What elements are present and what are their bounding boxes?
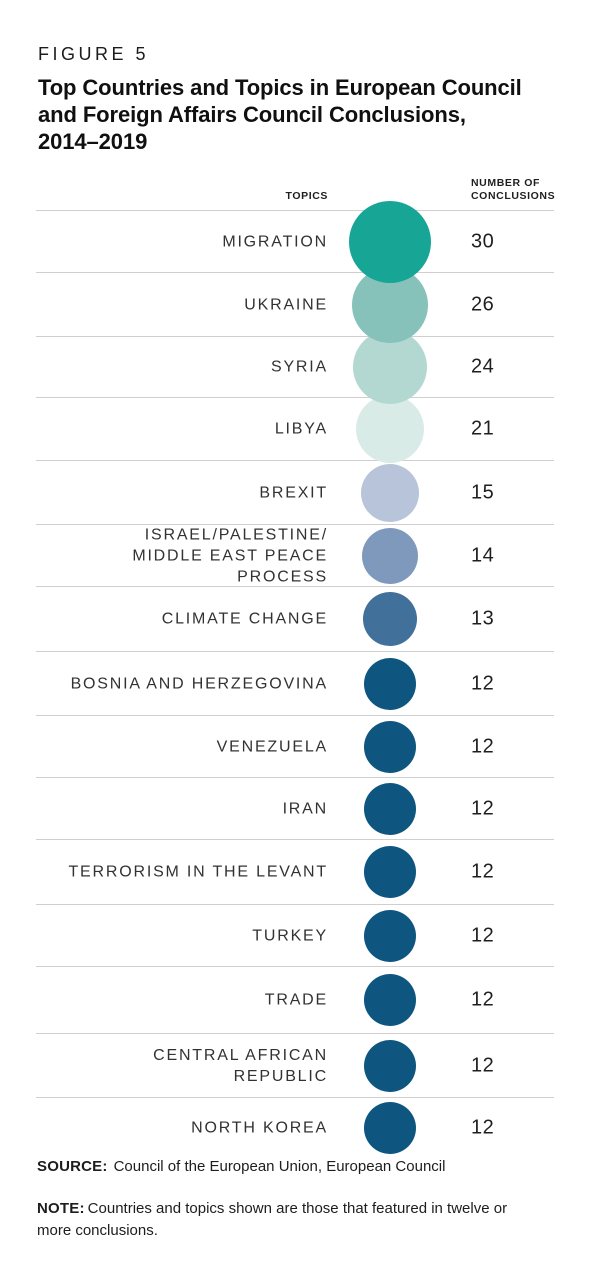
topic-label: TRADE — [264, 991, 328, 1009]
value-bubble — [364, 974, 416, 1026]
topic-label: NORTH KOREA — [191, 1119, 328, 1137]
source-line: SOURCE: Council of the European Union, Eu… — [37, 1156, 549, 1178]
topic-label: MIGRATION — [222, 233, 328, 250]
value-label: 21 — [471, 417, 495, 440]
source-label: SOURCE: — [37, 1158, 108, 1175]
value-bubble — [364, 1039, 416, 1092]
value-label: 12 — [471, 1054, 495, 1076]
note-text: Countries and topics shown are those tha… — [37, 1200, 508, 1239]
chart-row: TERRORISM IN THE LEVANT 12 — [36, 840, 554, 905]
note-line: NOTE: Countries and topics shown are thos… — [37, 1198, 539, 1242]
value-label: 14 — [471, 544, 495, 566]
topic-label: TERRORISM IN THE LEVANT — [68, 863, 328, 881]
chart-rows: MIGRATION 30 UKRAINE 26 SYRIA 24 LIBYA 21 BREXIT… — [36, 200, 554, 1158]
topic-label: IRAN — [282, 800, 328, 817]
topic-label: BREXIT — [259, 484, 328, 501]
topic-label: LIBYA — [274, 420, 328, 438]
source-text: Council of the European Union, European … — [113, 1158, 446, 1175]
topic-label: VENEZUELA — [216, 738, 328, 755]
value-bubble — [349, 200, 431, 283]
chart-row: BREXIT 15 — [36, 461, 554, 525]
value-bubble — [363, 592, 417, 646]
value-bubble — [364, 846, 416, 898]
value-bubble — [356, 395, 424, 463]
chart-row: BOSNIA AND HERZEGOVINA 12 — [36, 652, 554, 716]
value-label: 12 — [471, 860, 495, 883]
value-bubble — [364, 1102, 416, 1154]
chart-row: ISRAEL/PALESTINE/ MIDDLE EAST PEACE PROC… — [36, 525, 554, 587]
value-bubble — [364, 657, 416, 710]
value-bubble — [364, 720, 416, 773]
value-label: 26 — [471, 293, 495, 315]
figure-number: FIGURE 5 — [38, 44, 150, 64]
value-label: 15 — [471, 481, 495, 503]
chart-row: CLIMATE CHANGE 13 — [36, 587, 554, 652]
chart-row: LIBYA 21 — [36, 395, 554, 463]
chart-row: TRADE 12 — [36, 967, 554, 1034]
value-bubble — [361, 463, 419, 522]
value-label: 12 — [471, 672, 495, 694]
value-label: 12 — [471, 797, 495, 819]
chart-row: TURKEY 12 — [36, 905, 554, 967]
topic-label: SYRIA — [270, 358, 328, 376]
chart-row: CENTRAL AFRICAN REPUBLIC 12 — [36, 1034, 554, 1098]
chart-row: NORTH KOREA 12 — [36, 1098, 554, 1158]
topic-label: CENTRAL AFRICAN REPUBLIC — [153, 1046, 328, 1085]
value-label: 12 — [471, 924, 495, 946]
value-bubble — [364, 782, 416, 835]
chart-row: MIGRATION 30 — [36, 200, 554, 283]
note-label: NOTE: — [37, 1200, 85, 1217]
value-label: 12 — [471, 988, 495, 1011]
topic-label: TURKEY — [252, 927, 328, 944]
figure-title: Top Countries and Topics in European Cou… — [38, 75, 522, 154]
chart-row: UKRAINE 26 — [36, 266, 554, 343]
column-header-topics: TOPICS — [285, 190, 328, 202]
topic-label: BOSNIA AND HERZEGOVINA — [70, 675, 328, 692]
topic-label: UKRAINE — [244, 296, 328, 313]
value-label: 13 — [471, 607, 495, 630]
value-bubble — [362, 527, 418, 584]
value-bubble — [364, 909, 416, 962]
value-label: 12 — [471, 735, 495, 757]
column-header-number-of-conclusions: NUMBER OF CONCLUSIONS — [471, 177, 556, 202]
value-label: 30 — [471, 230, 495, 252]
topic-label: CLIMATE CHANGE — [161, 610, 328, 628]
chart-row: VENEZUELA 12 — [36, 716, 554, 778]
chart-row: IRAN 12 — [36, 778, 554, 840]
topic-label: ISRAEL/PALESTINE/ MIDDLE EAST PEACE PROC… — [132, 526, 328, 585]
value-label: 24 — [471, 355, 495, 378]
value-label: 12 — [471, 1116, 495, 1139]
chart-row: SYRIA 24 — [36, 330, 554, 404]
